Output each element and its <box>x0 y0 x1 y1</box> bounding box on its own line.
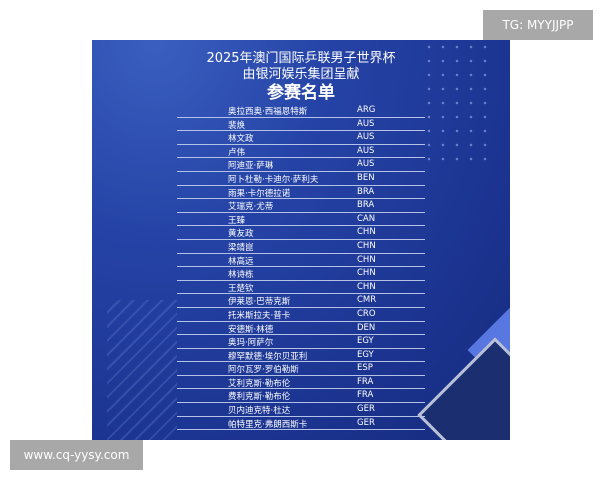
table-row: 林高远 CHN <box>177 254 425 268</box>
country-code: BRA <box>357 200 375 211</box>
country-code: FRA <box>357 390 374 401</box>
table-row: 王臻 CAN <box>177 213 425 227</box>
country-code: CHN <box>357 268 376 279</box>
roster-poster: 2025年澳门国际乒联男子世界杯 由银河娱乐集团呈献 参赛名单 奥拉西奥·西福恩… <box>92 40 510 440</box>
table-row: 托米斯拉夫·普卡 CRO <box>177 308 425 322</box>
country-code: CHN <box>357 227 376 238</box>
player-name: 穆罕默德·埃尔贝亚利 <box>228 351 308 362</box>
table-row: 安德斯·林德 DEN <box>177 322 425 336</box>
country-code: EGY <box>357 336 374 347</box>
watermark-top: TG: MYYJJPP <box>483 10 593 40</box>
table-row: 帕特里克·弗朗西斯卡 GER <box>177 417 425 431</box>
table-row: 贝内迪克特·杜达 GER <box>177 403 425 417</box>
table-row: 黄友政 CHN <box>177 226 425 240</box>
country-code: CHN <box>357 281 376 292</box>
player-name: 王楚钦 <box>228 283 254 294</box>
player-name: 阿尔瓦罗·罗伯勒斯 <box>228 365 299 376</box>
table-row: 艾利克斯·勒布伦 FRA <box>177 376 425 390</box>
table-row: 阿尔瓦罗·罗伯勒斯 ESP <box>177 362 425 376</box>
country-code: BRA <box>357 186 375 197</box>
player-name: 雨果·卡尔德拉诺 <box>228 188 291 199</box>
player-name: 裴焕 <box>228 120 246 131</box>
player-name: 托米斯拉夫·普卡 <box>228 310 291 321</box>
table-row: 奥玛·阿萨尔 EGY <box>177 335 425 349</box>
table-row: 费利克斯·勒布伦 FRA <box>177 389 425 404</box>
table-row: 林文政 AUS <box>177 131 425 145</box>
player-name: 奥玛·阿萨尔 <box>228 338 274 349</box>
country-code: DEN <box>357 322 376 333</box>
player-name: 阿卜杜勒·卡迪尔·萨利夫 <box>228 174 319 185</box>
corner-decoration <box>417 337 510 440</box>
player-name: 贝内迪克特·杜达 <box>228 406 291 417</box>
player-name: 艾利克斯·勒布伦 <box>228 378 291 389</box>
player-name: 黄友政 <box>228 229 254 240</box>
country-code: EGY <box>357 349 374 360</box>
dot-pattern <box>422 40 492 170</box>
player-name: 帕特里克·弗朗西斯卡 <box>228 419 308 430</box>
player-name: 阿迪亚·萨琳 <box>228 161 274 172</box>
event-title: 2025年澳门国际乒联男子世界杯 <box>206 51 396 66</box>
player-name: 卢伟 <box>228 147 246 158</box>
table-row: 林诗栋 CHN <box>177 267 425 281</box>
country-code: CHN <box>357 240 376 251</box>
player-name: 王臻 <box>228 215 246 226</box>
player-name: 安德斯·林德 <box>228 324 274 335</box>
table-row: 王楚钦 CHN <box>177 281 425 295</box>
country-code: AUS <box>357 132 375 143</box>
roster-heading: 参赛名单 <box>267 83 335 103</box>
player-table: 奥拉西奥·西福恩特斯 ARG 裴焕 AUS 林文政 AUS 卢伟 AUS 阿迪亚·萨琳 AUS 阿卜… <box>177 104 425 431</box>
country-code: GER <box>357 417 375 428</box>
player-name: 梁靖崑 <box>228 242 254 253</box>
table-row: 裴焕 AUS <box>177 118 425 132</box>
table-row: 伊莱恩·巴蒂克斯 CMR <box>177 294 425 308</box>
country-code: CHN <box>357 254 376 265</box>
country-code: CAN <box>357 213 376 224</box>
player-name: 艾瑞克·尤蒂 <box>228 202 274 213</box>
country-code: AUS <box>357 118 375 129</box>
country-code: ESP <box>357 363 373 374</box>
country-code: ARG <box>357 105 376 115</box>
player-name: 林高远 <box>228 256 254 267</box>
table-row: 梁靖崑 CHN <box>177 240 425 254</box>
player-name: 伊莱恩·巴蒂克斯 <box>228 297 291 308</box>
country-code: FRA <box>357 376 374 387</box>
country-code: GER <box>357 404 375 415</box>
table-row: 雨果·卡尔德拉诺 BRA <box>177 186 425 200</box>
player-name: 费利克斯·勒布伦 <box>228 392 291 403</box>
watermark-bottom: www.cq-yysy.com <box>10 440 143 470</box>
table-row: 阿迪亚·萨琳 AUS <box>177 158 425 172</box>
sponsor-line: 由银河娱乐集团呈献 <box>242 67 360 82</box>
country-code: CMR <box>357 295 377 306</box>
player-name: 奥拉西奥·西福恩特斯 <box>228 107 308 117</box>
table-row: 艾瑞克·尤蒂 BRA <box>177 199 425 213</box>
table-row: 穆罕默德·埃尔贝亚利 EGY <box>177 349 425 363</box>
table-row: 奥拉西奥·西福恩特斯 ARG <box>177 104 425 118</box>
player-name: 林诗栋 <box>228 270 254 281</box>
table-row: 卢伟 AUS <box>177 145 425 159</box>
chevron-decoration <box>107 300 177 440</box>
country-code: AUS <box>357 159 375 170</box>
table-row: 阿卜杜勒·卡迪尔·萨利夫 BEN <box>177 172 425 186</box>
player-name: 林文政 <box>228 134 254 145</box>
country-code: CRO <box>357 308 376 319</box>
country-code: AUS <box>357 145 375 156</box>
country-code: BEN <box>357 172 375 183</box>
